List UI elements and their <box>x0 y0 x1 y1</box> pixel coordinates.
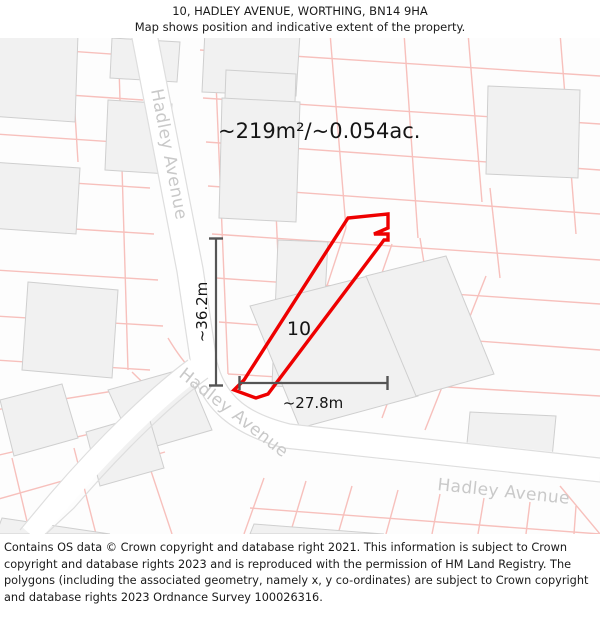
dimension-vertical <box>209 237 223 387</box>
property-area-label: ~219m²/~0.054ac. <box>218 119 420 143</box>
dimension-vertical-label: ~36.2m <box>193 282 211 343</box>
copyright-text: Contains OS data © Crown copyright and d… <box>4 541 589 604</box>
dimension-horizontal <box>238 376 389 390</box>
page-subtitle: Map shows position and indicative extent… <box>134 20 466 34</box>
dimension-horizontal-label: ~27.8m <box>283 394 344 412</box>
property-house-number: 10 <box>287 318 311 340</box>
map-header: 10, HADLEY AVENUE, WORTHING, BN14 9HA Ma… <box>0 0 600 38</box>
map-canvas[interactable]: Hadley Avenue Hadley Avenue Hadley Avenu… <box>0 38 600 534</box>
map-footer: Contains OS data © Crown copyright and d… <box>0 536 600 625</box>
page-title: 10, HADLEY AVENUE, WORTHING, BN14 9HA <box>172 4 428 18</box>
property-boundary-highlight[interactable] <box>230 212 390 400</box>
